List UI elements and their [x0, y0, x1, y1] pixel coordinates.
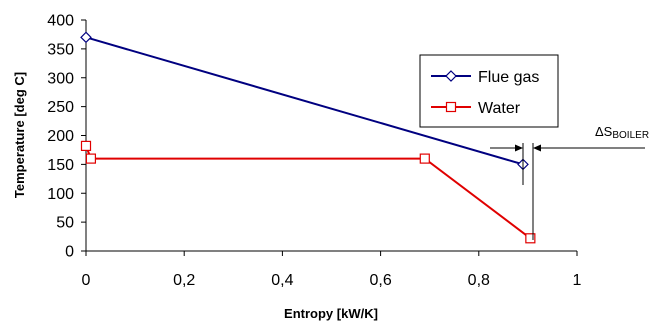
- data-point-water: [525, 233, 536, 244]
- y-tick-label: 350: [47, 41, 74, 58]
- legend-box: [419, 54, 559, 128]
- x-tick-label: 0,6: [369, 272, 391, 289]
- y-tick-labels: 0 50 100 150 200 250 300 350 400: [47, 13, 74, 261]
- data-point-water: [85, 153, 97, 164]
- annotation-label-sub: BOILER: [612, 130, 649, 141]
- annotation-arrowhead-right: [533, 144, 541, 152]
- y-axis-title: Temperature [deg C]: [12, 72, 27, 198]
- legend-label-water: Water: [478, 100, 521, 117]
- legend-label-flue-gas: Flue gas: [478, 69, 539, 86]
- x-tick-label: 0,4: [271, 272, 293, 289]
- data-point-water: [419, 153, 430, 164]
- y-tick-label: 0: [65, 244, 74, 261]
- y-tick-label: 300: [47, 70, 74, 87]
- y-tick-label: 250: [47, 99, 74, 116]
- x-tick-label: 0: [82, 272, 91, 289]
- y-tick-label: 200: [47, 128, 74, 145]
- x-tick-label: 1: [573, 272, 582, 289]
- series-line-flue-gas: [85, 36, 524, 166]
- annotation-label-main: ΔS: [595, 124, 613, 139]
- y-tick-label: 50: [56, 215, 74, 232]
- data-point-water: [80, 140, 92, 151]
- legend-marker-water: [445, 101, 457, 113]
- delta-s-annotation: ΔSBOILER: [490, 124, 649, 240]
- legend: Flue gas Water: [419, 54, 559, 128]
- x-tick-label: 0,2: [173, 272, 195, 289]
- x-axis-title: Entropy [kW/K]: [284, 306, 378, 321]
- axes: [81, 19, 578, 256]
- legend-marker-flue-gas: [445, 70, 457, 82]
- y-tick-label: 400: [47, 13, 74, 30]
- annotation-arrowhead-left: [515, 144, 523, 152]
- y-tick-label: 100: [47, 186, 74, 203]
- data-point-flue-gas: [80, 31, 92, 44]
- series-line-water: [85, 145, 531, 240]
- y-tick-label: 150: [47, 157, 74, 174]
- x-tick-label: 0,8: [468, 272, 490, 289]
- x-tick-labels: 0 0,2 0,4 0,6 0,8 1: [82, 272, 582, 289]
- annotation-label: ΔSBOILER: [595, 124, 649, 141]
